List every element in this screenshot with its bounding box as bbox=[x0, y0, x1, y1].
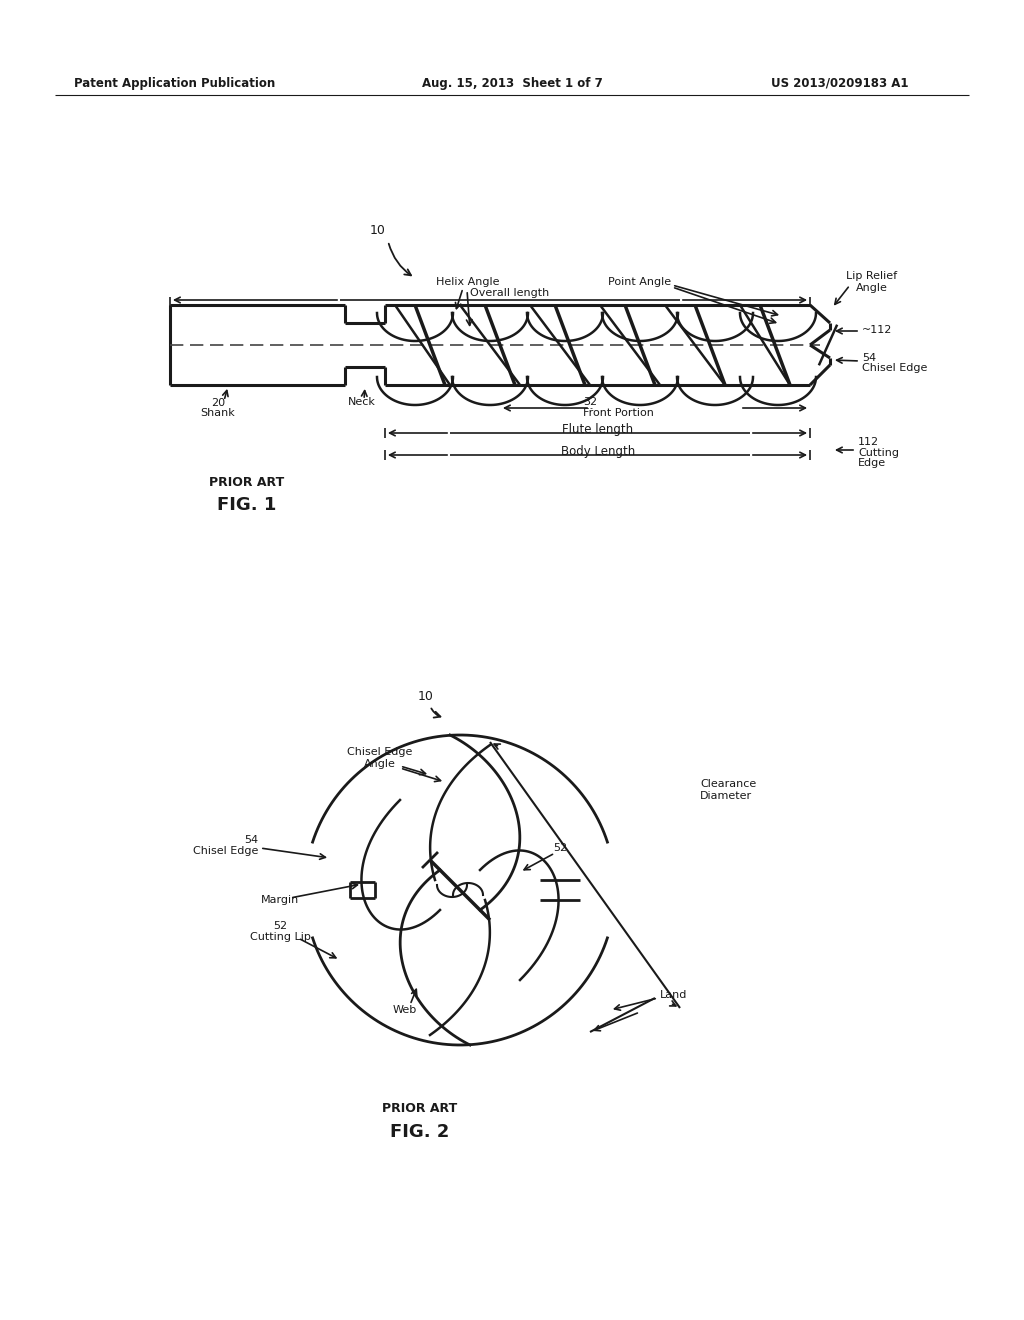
Text: Body Length: Body Length bbox=[561, 446, 635, 458]
Text: 54: 54 bbox=[244, 836, 258, 845]
Text: FIG. 2: FIG. 2 bbox=[390, 1123, 450, 1140]
Text: PRIOR ART: PRIOR ART bbox=[209, 475, 285, 488]
Text: Neck: Neck bbox=[348, 397, 376, 407]
Text: Cutting: Cutting bbox=[858, 447, 899, 458]
Text: Chisel Edge: Chisel Edge bbox=[193, 846, 258, 855]
Text: 112: 112 bbox=[858, 437, 880, 447]
Text: Margin: Margin bbox=[261, 895, 299, 906]
Text: Flute length: Flute length bbox=[562, 424, 634, 437]
Text: 10: 10 bbox=[418, 689, 434, 702]
Text: Aug. 15, 2013  Sheet 1 of 7: Aug. 15, 2013 Sheet 1 of 7 bbox=[422, 77, 602, 90]
Text: 32: 32 bbox=[583, 397, 597, 407]
Text: Land: Land bbox=[660, 990, 687, 1001]
Text: Chisel Edge: Chisel Edge bbox=[862, 363, 928, 374]
Text: Diameter: Diameter bbox=[700, 791, 752, 801]
Text: Web: Web bbox=[393, 1005, 417, 1015]
Text: 54: 54 bbox=[862, 352, 877, 363]
Text: Clearance: Clearance bbox=[700, 779, 757, 789]
Text: Cutting Lip: Cutting Lip bbox=[250, 932, 310, 942]
Text: Front Portion: Front Portion bbox=[583, 408, 654, 418]
Text: Lip Relief
Angle: Lip Relief Angle bbox=[847, 271, 898, 293]
Text: Point Angle: Point Angle bbox=[608, 277, 672, 286]
Text: 52: 52 bbox=[273, 921, 287, 931]
Text: Chisel Edge: Chisel Edge bbox=[347, 747, 413, 756]
Text: 10: 10 bbox=[370, 223, 386, 236]
Text: US 2013/0209183 A1: US 2013/0209183 A1 bbox=[771, 77, 908, 90]
Text: Helix Angle: Helix Angle bbox=[436, 277, 500, 286]
Text: Overall length: Overall length bbox=[470, 288, 550, 298]
Text: Edge: Edge bbox=[858, 458, 886, 469]
Text: ~112: ~112 bbox=[862, 325, 892, 335]
Text: 20: 20 bbox=[211, 399, 225, 408]
Text: PRIOR ART: PRIOR ART bbox=[382, 1101, 458, 1114]
Text: Shank: Shank bbox=[201, 408, 236, 418]
Text: 52: 52 bbox=[553, 843, 567, 853]
Text: Patent Application Publication: Patent Application Publication bbox=[75, 77, 275, 90]
Text: FIG. 1: FIG. 1 bbox=[217, 496, 276, 513]
Text: Angle: Angle bbox=[365, 759, 396, 770]
